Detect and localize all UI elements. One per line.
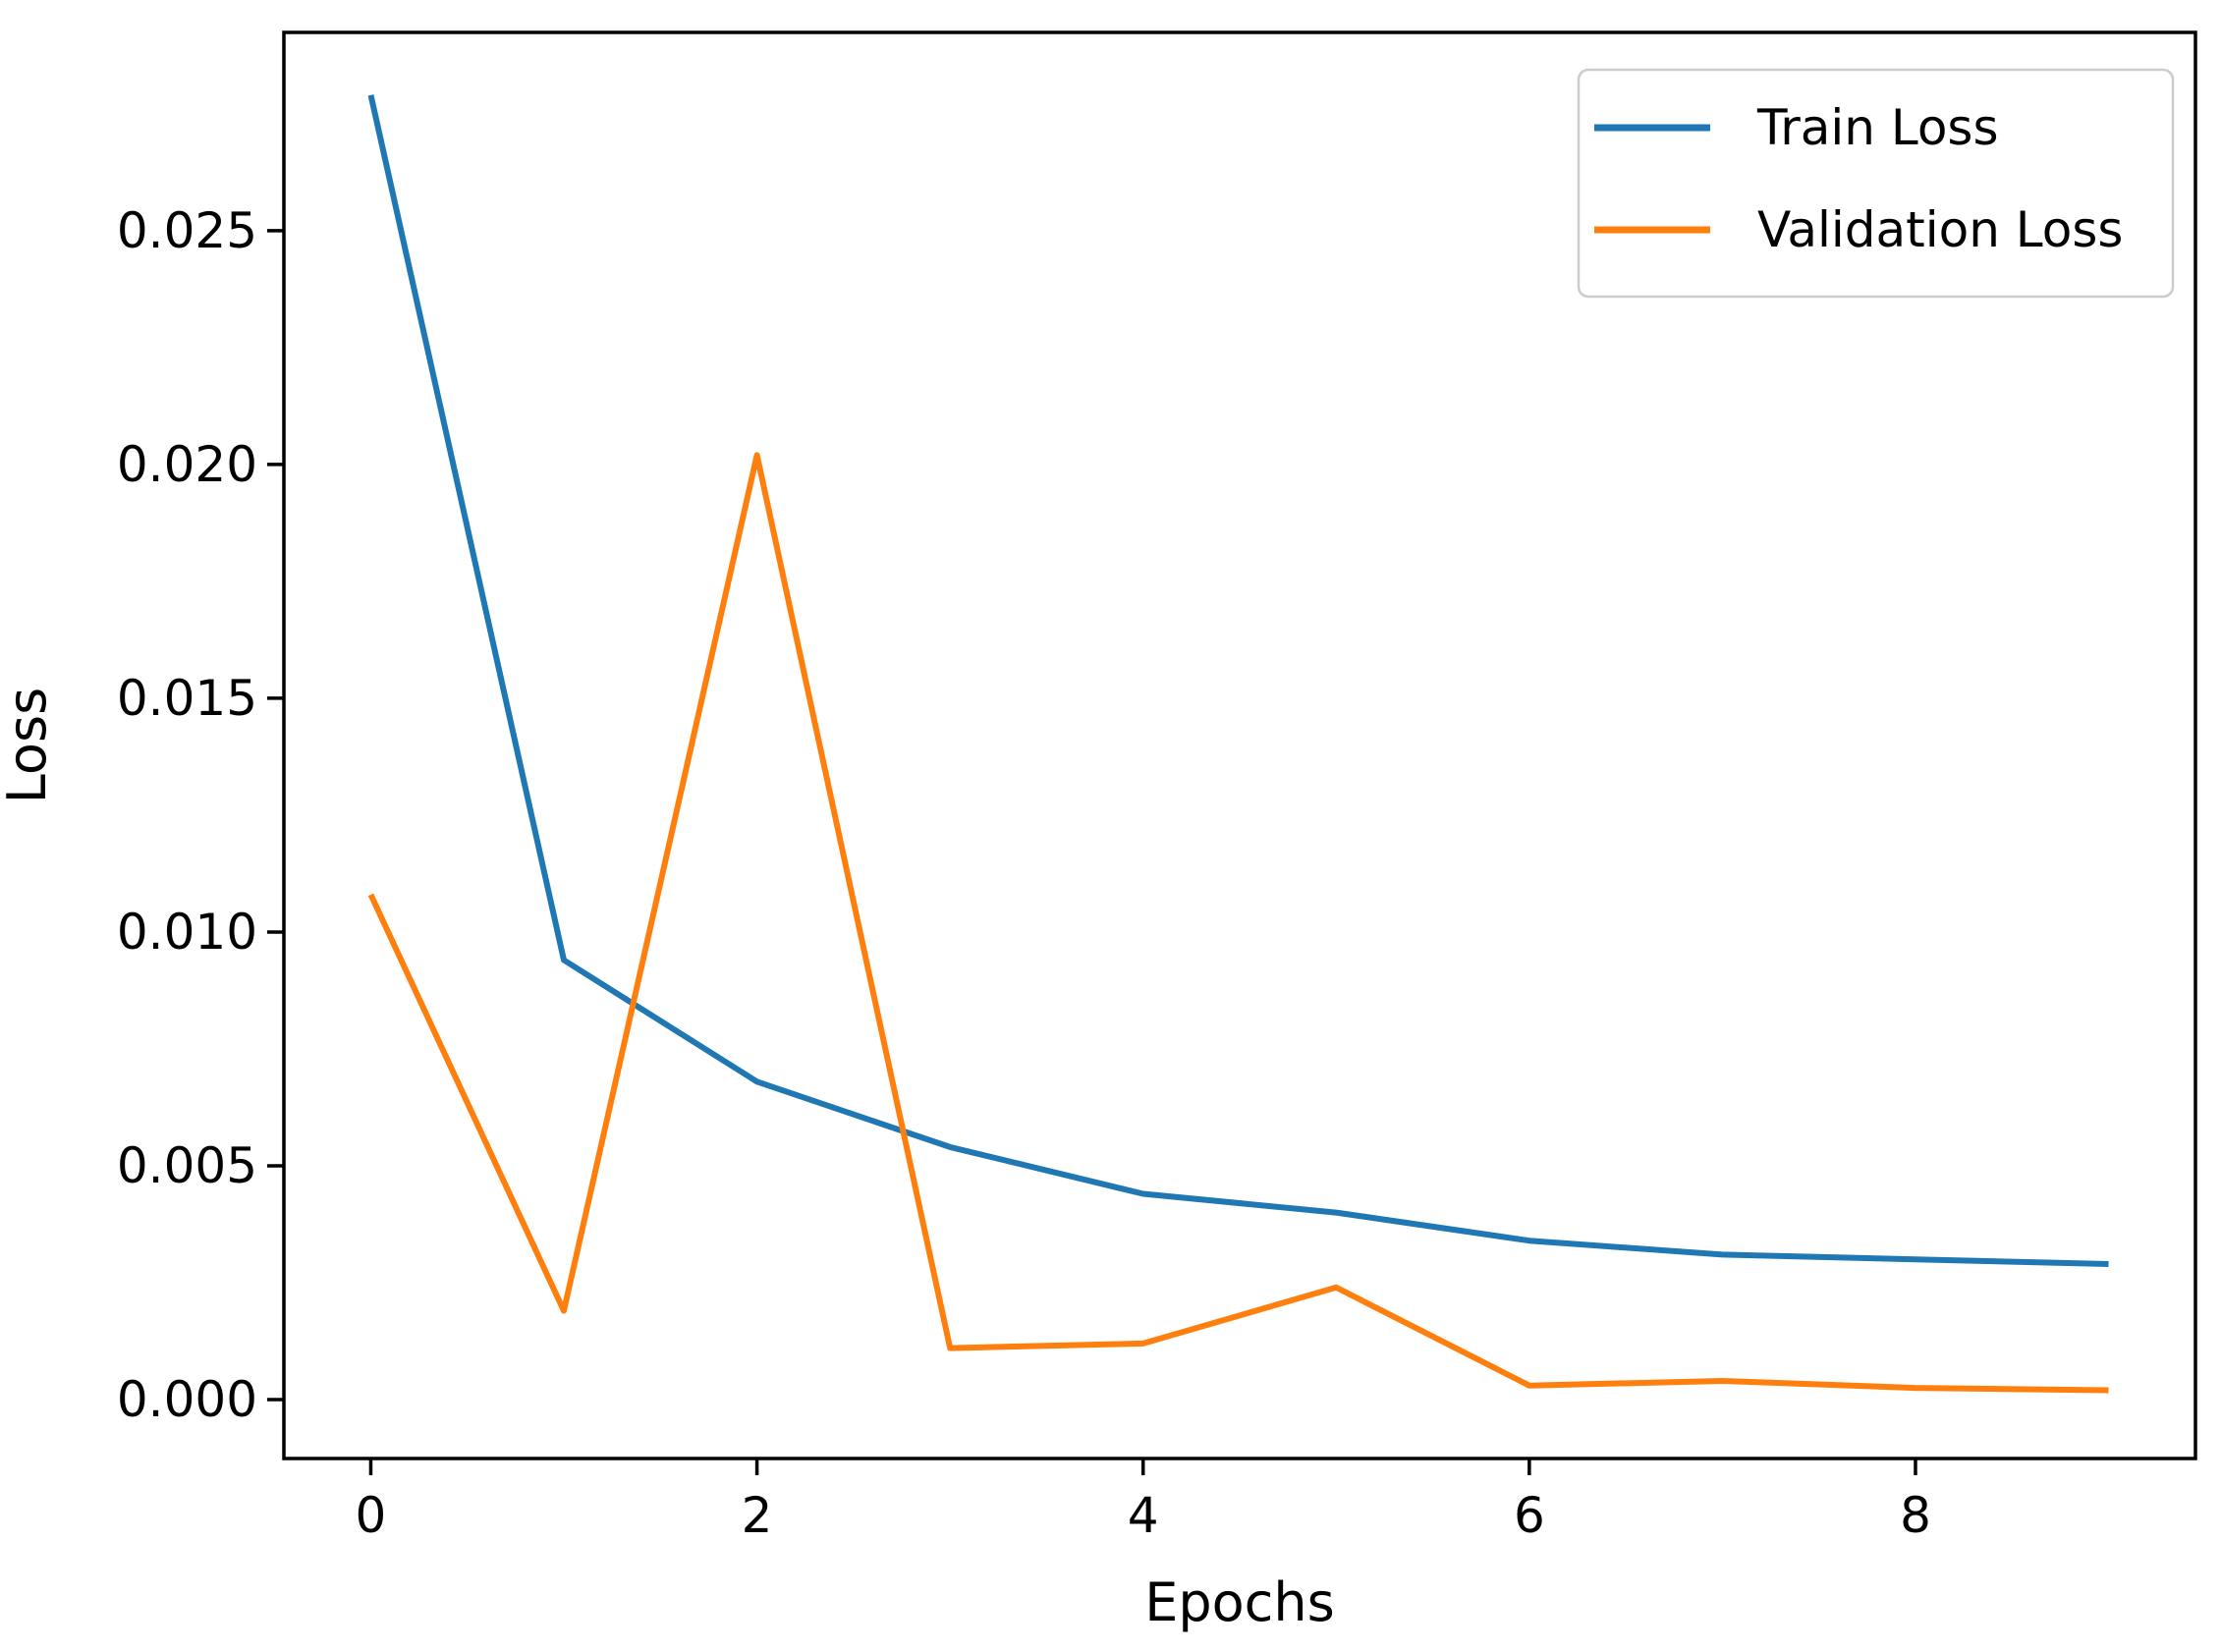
x-tick-label: 0: [356, 1487, 387, 1544]
x-tick-label: 4: [1128, 1487, 1159, 1544]
x-axis-label: Epochs: [1144, 1571, 1334, 1633]
y-tick-label: 0.000: [117, 1371, 257, 1428]
y-tick-label: 0.020: [117, 436, 257, 493]
x-tick-label: 8: [1900, 1487, 1931, 1544]
y-axis: 0.000 0.005 0.010 0.015 0.020 0.025: [117, 202, 284, 1428]
y-axis-label: Loss: [0, 688, 58, 803]
y-tick-label: 0.005: [117, 1137, 257, 1194]
y-tick-label: 0.010: [117, 904, 257, 961]
y-tick-label: 0.025: [117, 202, 257, 259]
plot-frame: [282, 30, 2197, 1460]
validation-loss-line: [367, 452, 2109, 1394]
legend-train-loss-label: Train Loss: [1756, 99, 1999, 156]
x-axis: 0 2 4 6 8: [356, 1459, 1931, 1544]
legend-validation-loss-label: Validation Loss: [1757, 201, 2123, 258]
train-loss-line: [367, 94, 2109, 1267]
x-tick-label: 2: [742, 1487, 773, 1544]
x-tick-label: 6: [1514, 1487, 1545, 1544]
y-tick-label: 0.015: [117, 670, 257, 727]
legend-box: [1577, 68, 2175, 299]
legend: Train Loss Validation Loss: [1577, 68, 2175, 299]
